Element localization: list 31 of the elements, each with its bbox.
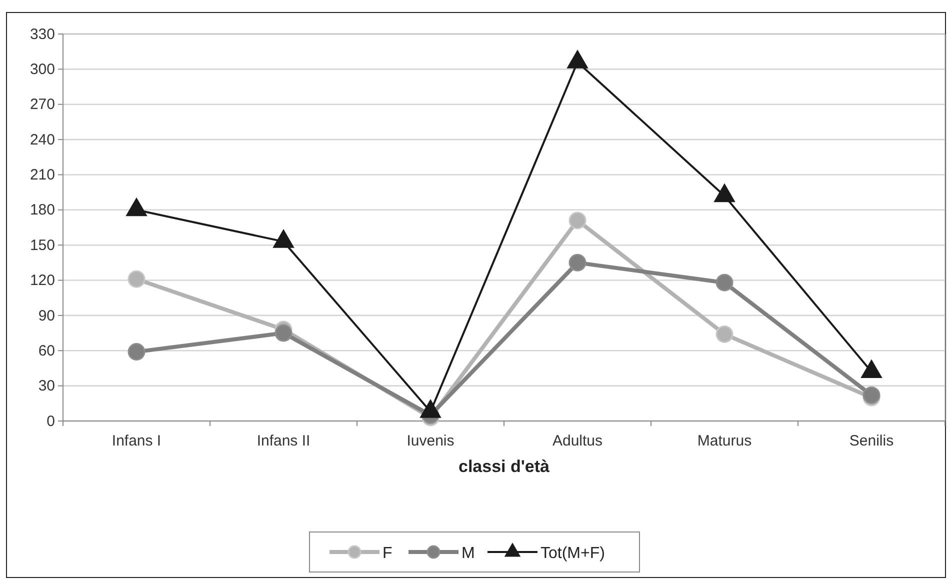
point xyxy=(568,254,586,272)
legend-label: M xyxy=(462,545,475,562)
y-tick-label: 330 xyxy=(30,26,55,43)
y-tick-label: 240 xyxy=(30,131,55,148)
x-axis-title: classi d'età xyxy=(458,457,550,476)
point xyxy=(714,183,736,202)
y-tick-label: 0 xyxy=(46,412,55,430)
x-tick-label: Infans II xyxy=(256,432,310,450)
point xyxy=(128,343,146,361)
point xyxy=(716,325,734,343)
y-tick-label: 270 xyxy=(30,96,55,114)
y-tick-label: 150 xyxy=(30,236,55,254)
x-tick-label: Senilis xyxy=(849,432,894,450)
legend-label: Tot(M+F) xyxy=(540,545,605,562)
point xyxy=(128,270,146,288)
y-tick-label: 60 xyxy=(38,342,55,360)
x-tick-label: Infans I xyxy=(112,432,162,450)
point xyxy=(566,50,588,68)
legend-label: F xyxy=(382,545,392,562)
y-tick-label: 300 xyxy=(30,60,55,78)
y-tick-label: 210 xyxy=(30,166,55,184)
point xyxy=(274,324,292,342)
point xyxy=(126,197,148,216)
y-tick-label: 120 xyxy=(30,272,55,290)
point xyxy=(716,274,734,292)
y-tick-label: 180 xyxy=(30,202,55,219)
y-tick-label: 90 xyxy=(38,307,55,324)
x-tick-label: Adultus xyxy=(552,432,603,450)
x-tick-label: Iuvenis xyxy=(406,432,454,450)
x-tick-label: Maturus xyxy=(697,432,752,450)
y-tick-label: 30 xyxy=(38,378,55,395)
